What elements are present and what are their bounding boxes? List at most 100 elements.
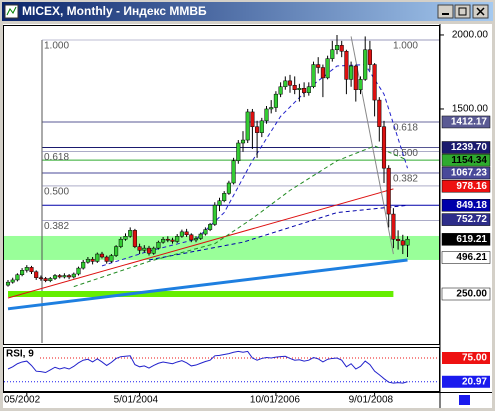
- candle-body: [198, 233, 203, 239]
- level-label-box: [441, 141, 491, 154]
- fib-label: 0.500: [393, 148, 418, 159]
- candle-body: [339, 45, 344, 52]
- x-tick-label: 10/01/2006: [250, 395, 300, 406]
- candle-body: [264, 108, 269, 122]
- level-label: 978.16: [456, 181, 487, 192]
- level-label-box: [441, 179, 491, 193]
- candle-body: [287, 80, 293, 86]
- level-label: 849.18: [456, 200, 487, 211]
- candle-body: [320, 67, 325, 79]
- y-tick-label: 1500.00: [452, 104, 489, 115]
- candle-body: [137, 246, 142, 251]
- level-label-box: [441, 213, 491, 226]
- candle-body: [316, 64, 321, 68]
- fib-label: 0.618: [44, 152, 69, 163]
- candle-body: [109, 255, 114, 262]
- level-label-box: [441, 287, 491, 301]
- level-label: 1412.17: [451, 117, 488, 128]
- fib-label: 0.382: [393, 174, 418, 185]
- candle-body: [57, 275, 62, 278]
- chart-area: [3, 24, 492, 408]
- candle-body: [15, 274, 20, 281]
- trendline: [7, 188, 394, 299]
- candle-body: [146, 247, 152, 254]
- candle-body: [396, 238, 401, 241]
- level-label: 1154.34: [451, 155, 487, 166]
- candle-body: [189, 234, 194, 241]
- candle-body: [193, 238, 199, 241]
- level-label: 752.72: [456, 214, 487, 225]
- level-label-box: [441, 251, 491, 264]
- candle-body: [52, 275, 58, 279]
- candle-body: [118, 238, 123, 247]
- candle-body: [142, 247, 147, 251]
- candle-body: [405, 238, 410, 246]
- candle-body: [161, 238, 166, 243]
- candle-body: [377, 99, 382, 127]
- fib-label: 0.500: [44, 187, 69, 198]
- fib-label: 0.382: [44, 221, 69, 232]
- candle-body: [123, 236, 128, 240]
- candle-body: [334, 45, 340, 51]
- candle-body: [212, 204, 217, 225]
- candle-body: [222, 193, 227, 201]
- candle-body: [231, 160, 236, 184]
- x-tick-label: 5/01/2004: [114, 395, 159, 406]
- candle-body: [24, 267, 29, 271]
- level-label-box: [441, 233, 491, 246]
- candle-body: [62, 275, 67, 278]
- candle-body: [179, 231, 184, 237]
- candle-body: [90, 258, 95, 262]
- y-tick-label: 2000.00: [452, 30, 489, 41]
- candle-body: [43, 278, 48, 281]
- candle-body: [76, 267, 81, 275]
- x-tick-label: 05/2002: [4, 395, 41, 406]
- candle-body: [132, 230, 137, 247]
- rsi-title: RSI, 9: [6, 349, 34, 360]
- minimize-button[interactable]: [437, 4, 454, 19]
- level-label: 1239.70: [451, 142, 488, 153]
- plot-layer: 1.000 0.618 0.500 0.382 1.000 0.618 0.500 0.382…: [4, 30, 491, 406]
- candle-body: [240, 139, 246, 144]
- candle-body: [381, 126, 387, 169]
- candle-body: [34, 271, 39, 278]
- trendline: [7, 258, 408, 311]
- fib-label: 0.618: [393, 123, 418, 134]
- trendline: [101, 64, 408, 267]
- level-label: 496.21: [456, 252, 487, 263]
- level-label-box: [441, 153, 491, 167]
- candle-body: [156, 241, 161, 249]
- candle-body: [95, 253, 100, 262]
- candle-body: [292, 85, 297, 90]
- fib-label: 1.000: [393, 41, 418, 52]
- level-label: 250.00: [456, 289, 487, 300]
- candle-body: [5, 281, 11, 286]
- rsi-label-box: [442, 375, 490, 388]
- window-icon-glyph: [6, 6, 17, 16]
- candle-body: [245, 111, 250, 141]
- candle-body: [250, 111, 255, 127]
- candle-body: [170, 239, 175, 242]
- fib-label: 1.000: [44, 41, 69, 52]
- candle-body: [85, 258, 90, 263]
- candle-body: [226, 182, 231, 194]
- candle-body: [358, 79, 363, 90]
- level-label-box: [441, 199, 491, 212]
- level-label-box: [441, 166, 491, 180]
- candle-body: [283, 80, 288, 88]
- window-buttons[interactable]: [437, 4, 489, 19]
- restore-button[interactable]: [454, 4, 471, 19]
- candle-body: [259, 120, 264, 133]
- zone: [4, 235, 439, 260]
- candle-body: [48, 278, 53, 281]
- title-bar: [2, 2, 493, 21]
- x-tick-label: 9/01/2008: [349, 395, 394, 406]
- scroll-icon[interactable]: [459, 395, 470, 405]
- level-label-box: [441, 115, 491, 129]
- candle-body: [367, 49, 372, 65]
- candle-body: [372, 64, 377, 101]
- candle-body: [114, 246, 119, 256]
- candle-body: [38, 277, 43, 279]
- rsi-label: 20.97: [462, 376, 487, 387]
